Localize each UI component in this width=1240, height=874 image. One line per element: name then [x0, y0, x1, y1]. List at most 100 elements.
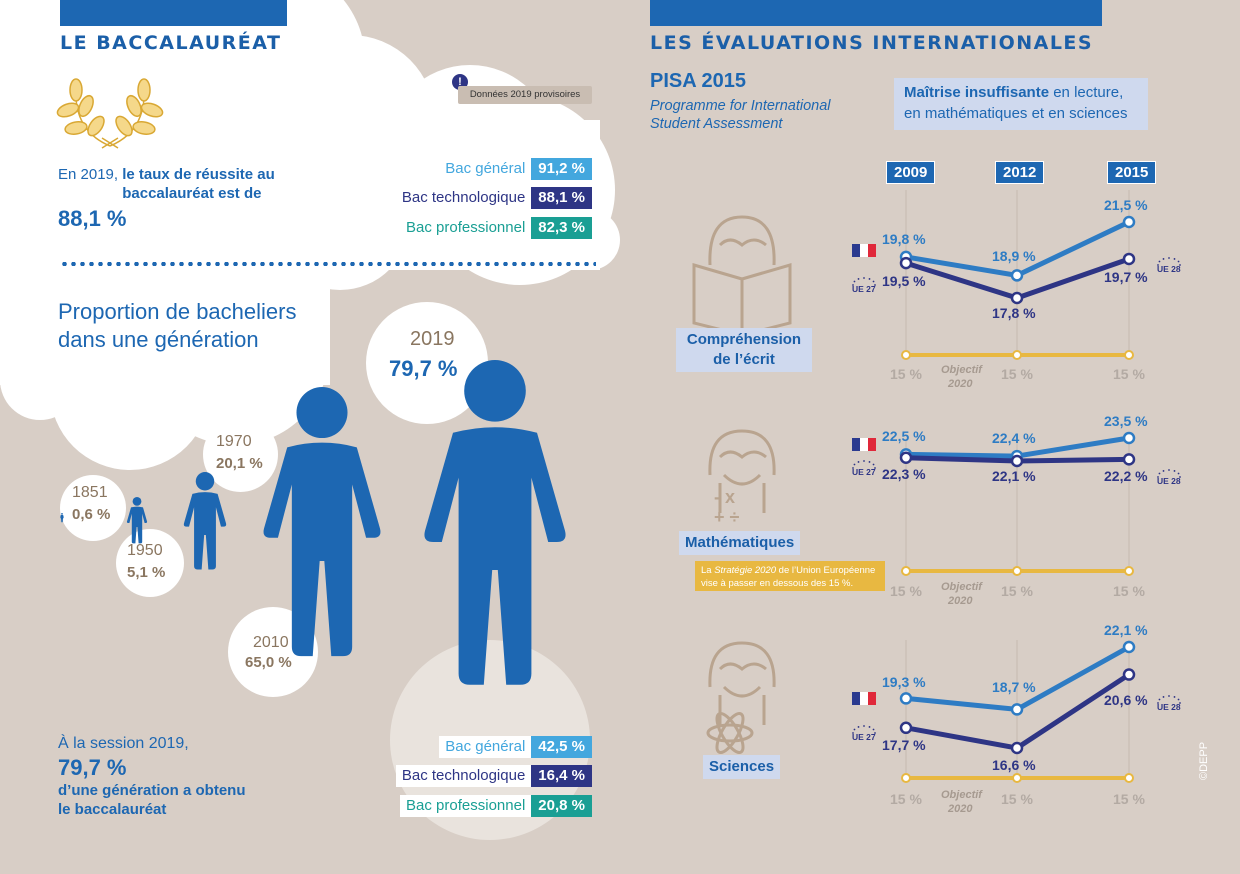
year-1950: 1950 — [127, 542, 163, 559]
laurel-icon — [56, 78, 164, 149]
atom-icon — [706, 641, 776, 754]
series-point — [1122, 453, 1136, 466]
year-header-2009: 2009 — [886, 161, 936, 184]
series-point — [1010, 454, 1024, 468]
pisa-sub-2: Student Assessment — [650, 116, 783, 132]
success-intro: En 2019, le taux de réussite au baccalau… — [58, 165, 332, 230]
bac-title: LE BACCALAURÉAT — [60, 32, 282, 54]
data-label: 19,7 % — [1104, 269, 1148, 285]
reader-icon — [692, 215, 792, 337]
data-label: 23,5 % — [1104, 413, 1148, 429]
legend-rest-2: en mathématiques et en sciences — [904, 105, 1128, 122]
data-label: 18,9 % — [992, 248, 1036, 264]
objectif-label: Objectif — [941, 789, 983, 801]
data-label: 18,7 % — [992, 679, 1036, 695]
goal-point — [1124, 773, 1134, 783]
success_rates-value: 82,3 % — [531, 217, 592, 239]
circle-1851 — [60, 475, 126, 541]
data-label: 22,3 % — [882, 466, 926, 482]
series-point — [1010, 741, 1024, 755]
pisa-title: PISA 2015 — [650, 70, 746, 92]
series-point — [1122, 640, 1136, 654]
strategy-note: La Stratégie 2020 de l’Union Européenne … — [695, 561, 885, 591]
generation_shares-label: Bac général — [439, 736, 532, 758]
proportion-title: Proportion de bacheliers dans une généra… — [58, 298, 296, 354]
target-label: 15 % — [1113, 791, 1145, 807]
session-bold-1: d’une génération a obtenu — [58, 782, 246, 799]
objectif-label: Objectif — [941, 581, 983, 593]
target-label: 15 % — [890, 366, 922, 382]
series-point — [1010, 269, 1024, 282]
objectif-year: 2020 — [947, 595, 973, 607]
goal-point — [901, 566, 911, 576]
copyright: ©DEPP — [1198, 741, 1210, 780]
session-value: 79,7 % — [58, 755, 127, 780]
success_rates-label: Bac professionnel — [400, 217, 532, 239]
generation_shares-value: 16,4 % — [531, 765, 592, 787]
success_rates-label: Bac technologique — [395, 187, 532, 209]
eu-label: UE 27 — [852, 467, 876, 477]
series-point — [1122, 252, 1136, 266]
year-header-2012: 2012 — [995, 161, 1045, 184]
eu-stars-icon: UE 27 — [852, 725, 876, 742]
eu-stars-icon: UE 28 — [1157, 257, 1181, 274]
data-label: 19,5 % — [882, 273, 926, 289]
success_rates-value: 88,1 % — [531, 187, 592, 209]
pisa-subtitle: Programme for International Student Asse… — [650, 97, 831, 133]
data-label: 21,5 % — [1104, 197, 1148, 213]
generation_shares-row: Bac professionnel 20,8 % — [400, 795, 592, 817]
series-point — [1010, 291, 1024, 305]
france-flag-icon — [852, 244, 876, 257]
series-point — [1122, 668, 1136, 681]
strategy-post: de l’Union Européenne — [776, 565, 876, 576]
eu-label: UE 28 — [1157, 476, 1181, 486]
objectif-year: 2020 — [947, 378, 973, 390]
eu-stars-icon: UE 27 — [852, 277, 876, 294]
strategy-line2: vise à passer en dessous des 15 %. — [701, 578, 854, 589]
eu-label: UE 27 — [852, 732, 876, 742]
data-label: 19,8 % — [882, 231, 926, 247]
subject-science: Sciences — [703, 755, 781, 779]
session-pre: À la session 2019, — [58, 735, 189, 752]
success_rates-value: 91,2 % — [531, 158, 592, 180]
series-point — [899, 692, 913, 705]
success_rates-row: Bac technologique 88,1 % — [395, 187, 592, 209]
value-2010: 65,0 % — [245, 654, 292, 671]
generation_shares-row: Bac technologique 16,4 % — [395, 765, 592, 787]
france-flag-icon — [852, 438, 876, 451]
eu-stars-icon: UE 28 — [1157, 469, 1181, 486]
subject-reading: Compréhension de l’écrit — [676, 328, 812, 372]
objectif-year: 2020 — [947, 803, 973, 815]
data-label: 22,5 % — [882, 428, 926, 444]
intl-title: LES ÉVALUATIONS INTERNATIONALES — [650, 32, 1094, 54]
subject-reading-label: Compréhension de l’écrit — [686, 331, 802, 368]
session-bold-2: le baccalauréat — [58, 801, 167, 818]
series-point — [899, 451, 913, 464]
success_rates-row: Bac général 91,2 % — [439, 158, 592, 180]
success_rates-label: Bac général — [439, 158, 532, 180]
dotted-divider — [60, 262, 596, 266]
eu-label: UE 28 — [1157, 264, 1181, 274]
intl-header-bar — [650, 0, 1102, 26]
data-label: 22,1 % — [992, 468, 1036, 484]
goal-point — [901, 773, 911, 783]
year-2010: 2010 — [253, 634, 289, 651]
goal-point — [1012, 350, 1022, 360]
year-1970: 1970 — [216, 433, 252, 450]
strategy-italic: Stratégie 2020 — [714, 565, 777, 576]
series-point — [899, 256, 913, 270]
pisa-sub-1: Programme for International — [650, 98, 831, 114]
legend-bold: Maîtrise insuffisante — [904, 84, 1050, 101]
data-label: 22,2 % — [1104, 468, 1148, 484]
math-icon — [708, 429, 776, 513]
data-label: 20,6 % — [1104, 692, 1148, 708]
objectif-label: Objectif — [941, 364, 983, 376]
success_rates-row: Bac professionnel 82,3 % — [400, 217, 592, 239]
goal-point — [901, 350, 911, 360]
eu-stars-icon: UE 28 — [1157, 695, 1181, 712]
value-1851: 0,6 % — [72, 506, 111, 523]
legend-box: Maîtrise insuffisante en lecture, en mat… — [894, 78, 1148, 130]
generation_shares-label: Bac professionnel — [400, 795, 532, 817]
eu-label: UE 27 — [852, 284, 876, 294]
